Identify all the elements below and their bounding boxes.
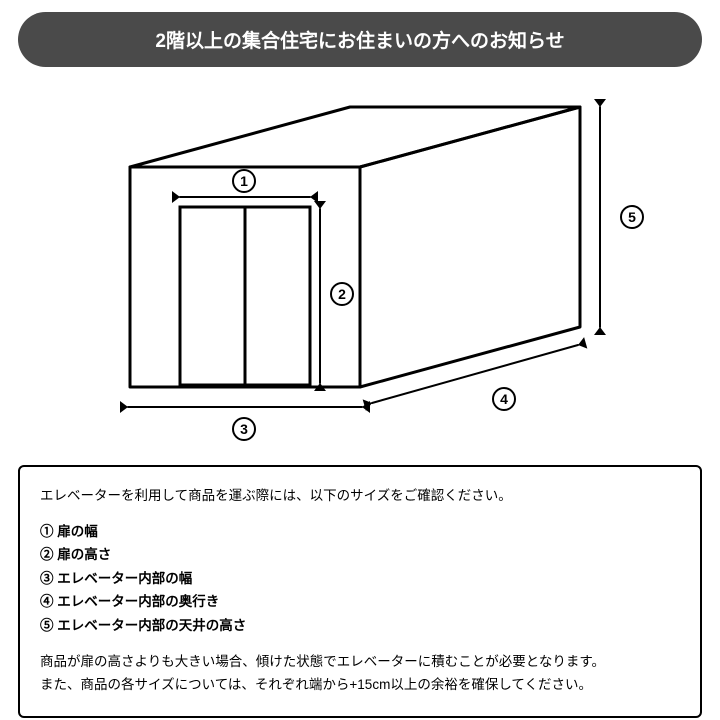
info-item-1: ① 扉の幅 <box>40 521 680 543</box>
info-item-4: ④ エレベーター内部の奥行き <box>40 591 680 613</box>
info-footer-2: また、商品の各サイズについては、それぞれ端から+15cm以上の余裕を確保してくだ… <box>40 674 680 696</box>
label-1: 1 <box>232 169 256 193</box>
diagram-svg <box>20 77 700 457</box>
info-item-2: ② 扉の高さ <box>40 544 680 566</box>
info-footer: 商品が扉の高さよりも大きい場合、傾けた状態でエレベーターに積むことが必要となりま… <box>40 651 680 696</box>
label-5: 5 <box>620 205 644 229</box>
info-item-3: ③ エレベーター内部の幅 <box>40 568 680 590</box>
info-box: エレベーターを利用して商品を運ぶ際には、以下のサイズをご確認ください。 ① 扉の… <box>18 465 702 718</box>
label-4: 4 <box>492 387 516 411</box>
info-footer-1: 商品が扉の高さよりも大きい場合、傾けた状態でエレベーターに積むことが必要となりま… <box>40 651 680 673</box>
elevator-diagram: 1 2 3 4 5 <box>20 77 700 457</box>
label-2: 2 <box>330 282 354 306</box>
notice-header: 2階以上の集合住宅にお住まいの方へのお知らせ <box>18 12 702 67</box>
label-3: 3 <box>232 417 256 441</box>
notice-title: 2階以上の集合住宅にお住まいの方へのお知らせ <box>155 31 564 52</box>
info-intro: エレベーターを利用して商品を運ぶ際には、以下のサイズをご確認ください。 <box>40 485 680 507</box>
info-list: ① 扉の幅 ② 扉の高さ ③ エレベーター内部の幅 ④ エレベーター内部の奥行き… <box>40 521 680 637</box>
info-item-5: ⑤ エレベーター内部の天井の高さ <box>40 615 680 637</box>
